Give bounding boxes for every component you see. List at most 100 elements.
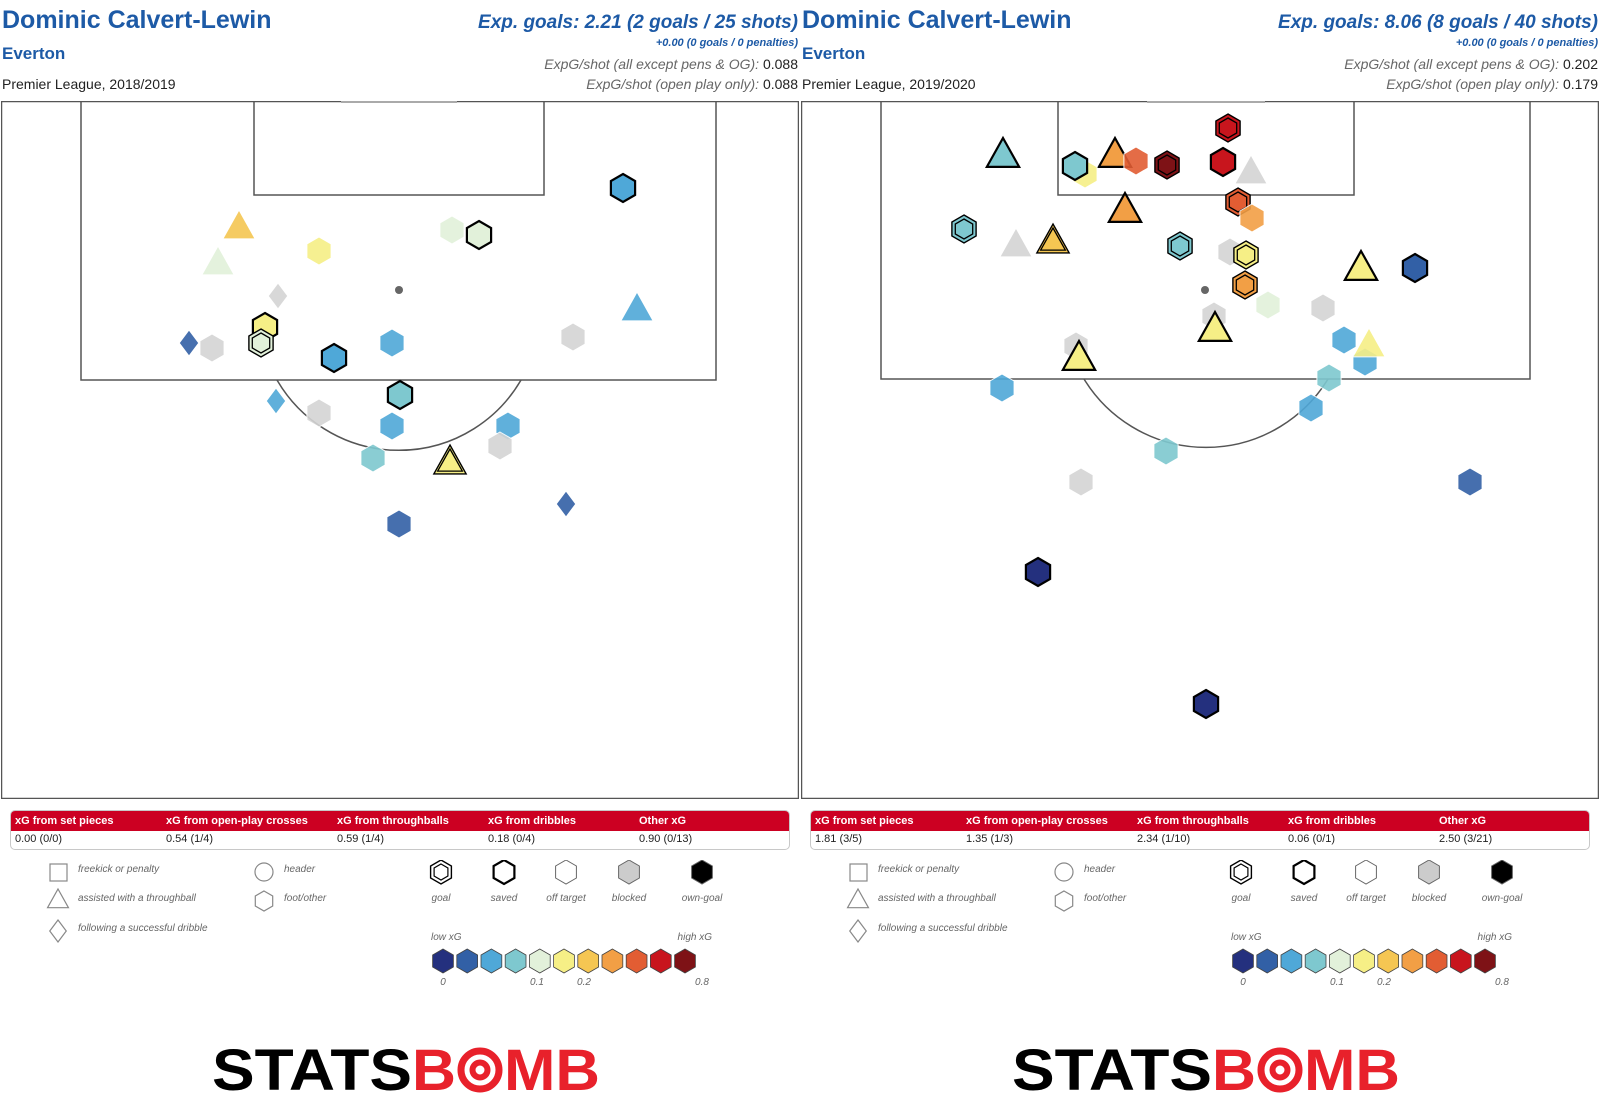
xg-scale-swatch-1: [1256, 948, 1279, 974]
legend-freekick-label: freekick or penalty: [878, 864, 960, 875]
legend-throughball-label: assisted with a throughball: [78, 893, 197, 904]
xg-scale-swatch-6: [577, 948, 599, 974]
xg-scale-tick-0-1: 0.1: [530, 977, 544, 988]
shot-marker-20: [1342, 248, 1380, 281]
other-xg-header: Other xG: [639, 815, 687, 827]
six-yard-box: [1057, 101, 1355, 196]
xg-per-shot-open-play-label: ExpG/shot (open play only):: [586, 76, 760, 92]
shot-marker-14-goal-ring: [1039, 226, 1067, 251]
shot-marker-4-goal-ring: [1157, 154, 1177, 176]
dribbles-header: xG from dribbles: [488, 815, 577, 827]
shot-marker-9-goal-ring: [251, 332, 271, 354]
shot-marker-0: [609, 172, 637, 204]
xg-scale-swatch-7: [601, 948, 624, 974]
shot-marker-14: [1035, 222, 1071, 254]
dribbles-header: xG from dribbles: [1288, 815, 1377, 827]
shot-marker-10: [178, 329, 200, 357]
shot-marker-18-goal-ring: [1235, 274, 1255, 296]
foot-legend-icon: [254, 890, 274, 912]
xg-scale-swatch-5: [553, 948, 575, 974]
legend-high-xg-label: high xG: [1478, 932, 1513, 943]
throughballs-value: 2.34 (1/10): [1137, 833, 1191, 845]
shot-marker-19: [1255, 290, 1281, 320]
shot-marker-29: [1060, 338, 1098, 371]
legend-outcome-label-4: own-goal: [682, 893, 723, 904]
xg-per-shot-open-play: ExpG/shot (open play only): 0.088: [586, 76, 798, 92]
shot-marker-32: [1298, 393, 1324, 423]
xg-per-shot-open-play-value: 0.088: [762, 76, 798, 92]
header-legend-icon: [254, 862, 274, 882]
logo-stats-text: STATS: [212, 1038, 412, 1098]
shot-marker-7: [619, 290, 655, 322]
shot-marker-35: [1457, 467, 1483, 497]
xg-scale-swatch-7: [1401, 948, 1424, 974]
xg-scale-swatch-9: [1450, 948, 1472, 974]
six-yard-box: [253, 101, 545, 196]
shot-marker-1: [221, 208, 257, 240]
goal-legend-inner-icon: [1233, 863, 1249, 881]
penalty-spot: [395, 286, 403, 294]
shot-marker-23: [555, 490, 577, 518]
crosses-header: xG from open-play crosses: [966, 815, 1108, 827]
logo-target-icon: [1257, 1047, 1303, 1093]
shot-marker-10-goal-ring: [1228, 191, 1248, 213]
shot-marker-14: [560, 322, 586, 352]
xg-scale-tick-0-1: 0.1: [1330, 977, 1344, 988]
shot-marker-21: [360, 443, 386, 473]
xg-scale-swatch-0: [1232, 948, 1254, 974]
legend-outcome-label-0: goal: [432, 893, 452, 904]
penalty-arc: [276, 379, 522, 452]
xg-per-shot-open-play-value: 0.179: [1562, 76, 1598, 92]
outcome-4-legend-icon: [691, 860, 713, 885]
xg-scale-swatch-2: [480, 948, 503, 974]
player-name: Dominic Calvert-Lewin: [2, 6, 272, 34]
throughballs-header: xG from throughballs: [1137, 815, 1249, 827]
shot-marker-13: [998, 226, 1034, 258]
shot-marker-16: [265, 387, 287, 415]
xg-breakdown-header: xG from set pieces xG from open-play cro…: [11, 811, 789, 831]
outcome-0-legend-icon: [429, 860, 453, 885]
xg-scale-swatch-3: [1304, 948, 1327, 974]
shots-layer: [951, 113, 1483, 720]
legend-dribble-label: following a successful dribble: [78, 923, 208, 934]
xg-per-shot-label: ExpG/shot (all except pens & OG):: [544, 56, 760, 72]
goal-legend-inner-icon: [433, 863, 449, 881]
shot-marker-15: [386, 379, 414, 411]
set-pieces-header: xG from set pieces: [815, 815, 914, 827]
legend-outcome-label-2: off target: [546, 893, 587, 904]
xg-per-shot-value: 0.088: [762, 56, 798, 72]
legend-outcome-label-1: saved: [1291, 893, 1318, 904]
xg-scale-swatch-3: [504, 948, 527, 974]
panel-2019-2020: Dominic Calvert-Lewin Everton Premier Le…: [800, 0, 1600, 1110]
xg-scale-tick-0-8: 0.8: [1495, 977, 1509, 988]
set-pieces-header: xG from set pieces: [15, 815, 114, 827]
logo-b-text: B: [412, 1038, 456, 1098]
outcome-3-legend-icon: [618, 860, 640, 885]
player-name: Dominic Calvert-Lewin: [802, 6, 1072, 34]
shot-marker-22-goal-ring: [436, 447, 464, 472]
crosses-value: 0.54 (1/4): [166, 833, 214, 845]
dribbles-value: 0.18 (0/4): [488, 833, 536, 845]
legend-foot-label: foot/other: [1084, 893, 1127, 904]
shot-map-pitch: [801, 101, 1599, 799]
freekick-legend-icon: [849, 863, 868, 882]
xg-scale-swatch-0: [432, 948, 454, 974]
shot-marker-2: [1096, 135, 1134, 168]
xg-breakdown-table: xG from set pieces xG from open-play cro…: [810, 810, 1590, 850]
legend-outcome-label-1: saved: [491, 893, 518, 904]
outcome-1-legend-icon: [492, 860, 516, 886]
xg-scale-swatch-1: [456, 948, 479, 974]
xg-per-shot-label: ExpG/shot (all except pens & OG):: [1344, 56, 1560, 72]
xg-scale-swatch-8: [1425, 948, 1448, 974]
xg-per-shot: ExpG/shot (all except pens & OG): 0.088: [544, 56, 798, 72]
shot-marker-1: [984, 135, 1022, 168]
xg-per-shot-open-play-label: ExpG/shot (open play only):: [1386, 76, 1560, 92]
xg-penalties: +0.00 (0 goals / 0 penalties): [655, 37, 798, 49]
shot-marker-0-goal-ring: [1218, 117, 1238, 139]
team-name: Everton: [802, 44, 866, 63]
xg-breakdown-header: xG from set pieces xG from open-play cro…: [811, 811, 1589, 831]
competition-season: Premier League, 2018/2019: [2, 76, 176, 92]
outcome-3-legend-icon: [1418, 860, 1440, 885]
shot-marker-31: [989, 373, 1015, 403]
team-name: Everton: [2, 44, 66, 63]
